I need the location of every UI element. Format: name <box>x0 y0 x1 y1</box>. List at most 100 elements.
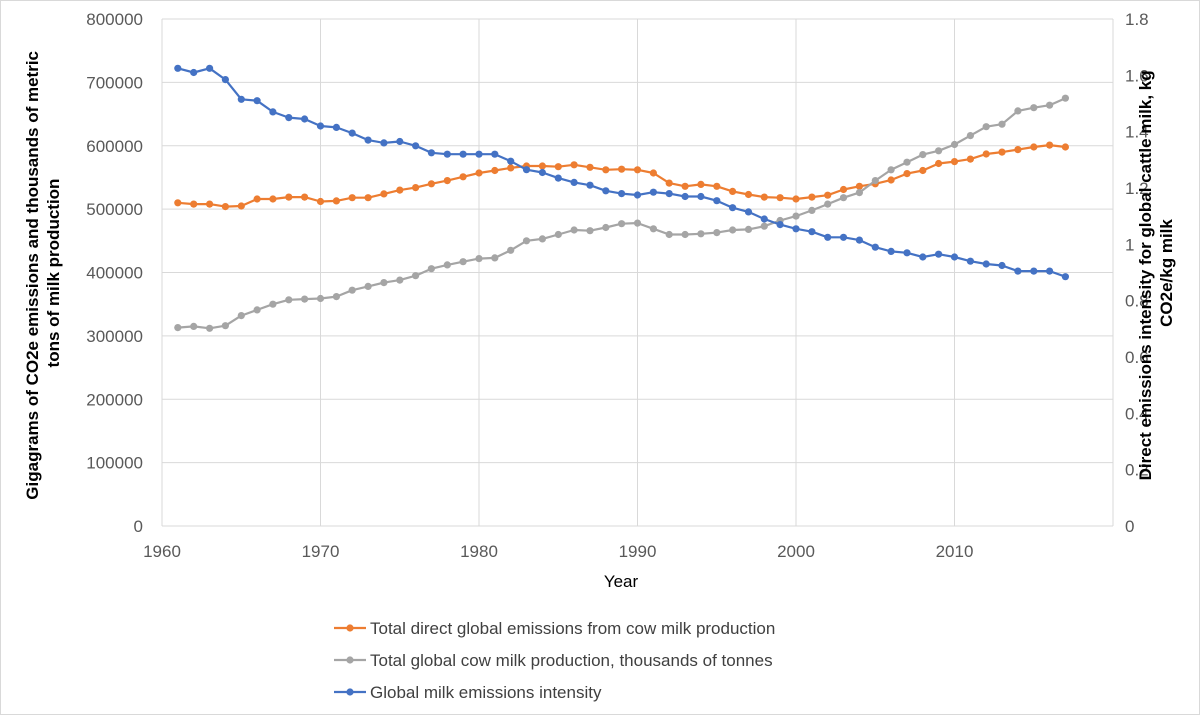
data-point <box>301 193 309 201</box>
data-point <box>190 322 198 330</box>
data-point <box>475 169 483 177</box>
data-point <box>443 150 451 158</box>
right-y-axis-title-line-2: CO2e/kg milk <box>1157 219 1176 327</box>
data-point <box>998 120 1006 128</box>
right-y-tick-label: 0.6 <box>1125 348 1149 367</box>
data-point <box>174 199 182 207</box>
data-point <box>729 226 737 234</box>
data-point <box>618 190 626 198</box>
data-point <box>935 147 943 155</box>
data-point <box>776 221 784 229</box>
data-point <box>412 142 420 150</box>
data-point <box>221 76 229 84</box>
data-point <box>1061 143 1069 151</box>
legend-label: Global milk emissions intensity <box>370 683 602 702</box>
right-y-tick-label: 1.2 <box>1125 179 1149 198</box>
data-point <box>316 197 325 206</box>
data-point <box>253 195 261 203</box>
data-point <box>301 295 309 303</box>
data-point <box>839 233 848 241</box>
data-point <box>649 169 658 177</box>
data-point <box>396 276 404 284</box>
data-point <box>554 163 562 171</box>
legend-label: Total direct global emissions from cow m… <box>370 619 775 638</box>
left-y-axis-title-line-2: tons of milk production <box>44 179 63 368</box>
data-point <box>316 294 325 303</box>
data-point <box>871 177 879 185</box>
data-point <box>760 222 768 230</box>
data-point <box>538 235 547 243</box>
legend-label: Total global cow milk production, thousa… <box>370 651 773 670</box>
data-point <box>649 225 658 233</box>
data-point <box>522 166 531 174</box>
left-y-tick-label: 800000 <box>86 10 143 29</box>
data-point <box>491 166 499 175</box>
left-y-tick-label: 100000 <box>86 454 143 473</box>
right-y-tick-label: 0 <box>1125 517 1134 536</box>
data-point <box>285 193 293 201</box>
data-point <box>491 150 499 158</box>
data-point <box>507 246 515 254</box>
data-point <box>237 202 245 210</box>
left-y-tick-label: 300000 <box>86 327 143 346</box>
data-point <box>760 193 768 201</box>
data-point <box>919 253 927 261</box>
data-point <box>982 260 990 268</box>
data-point <box>221 322 229 330</box>
data-point <box>855 189 864 197</box>
data-point <box>412 184 420 192</box>
data-point <box>903 249 911 257</box>
series-2 <box>174 94 1069 332</box>
data-point <box>348 286 356 294</box>
data-point <box>190 68 198 77</box>
x-tick-label: 1990 <box>619 542 657 561</box>
data-point <box>586 163 594 171</box>
data-point <box>792 212 800 220</box>
data-point <box>776 194 784 202</box>
data-point <box>348 194 356 202</box>
data-point <box>1014 146 1022 154</box>
data-point <box>950 253 959 261</box>
data-point <box>316 122 325 130</box>
data-point <box>618 220 626 228</box>
data-point <box>602 166 610 174</box>
data-point <box>982 123 990 131</box>
data-point <box>1046 101 1054 109</box>
data-point <box>602 187 610 195</box>
data-point <box>554 174 562 182</box>
legend-item: Global milk emissions intensity <box>334 683 602 702</box>
x-tick-label: 1960 <box>143 542 181 561</box>
data-point <box>570 161 578 169</box>
right-y-axis-ticks: 0 0.2 0.4 0.6 0.8 1 1.2 1.4 1.6 1.8 <box>1125 10 1149 536</box>
data-point <box>855 182 864 190</box>
legend-item: Total global cow milk production, thousa… <box>334 651 773 670</box>
data-point <box>744 208 753 216</box>
data-point <box>602 223 610 232</box>
series-line <box>177 144 1066 208</box>
data-point <box>396 137 404 146</box>
data-point <box>1030 143 1038 151</box>
series-3 <box>174 64 1069 281</box>
data-point <box>808 193 816 201</box>
data-point <box>697 230 705 238</box>
data-point <box>903 158 911 166</box>
data-point <box>269 108 277 116</box>
data-point <box>744 225 753 233</box>
data-point <box>269 300 277 308</box>
data-point <box>713 182 721 190</box>
data-point <box>760 215 768 223</box>
data-point <box>1046 141 1054 149</box>
series-1 <box>174 141 1069 211</box>
data-point <box>665 190 673 198</box>
left-y-tick-label: 200000 <box>86 390 143 409</box>
data-point <box>839 185 848 194</box>
data-point <box>903 170 911 178</box>
data-point <box>538 168 547 177</box>
left-y-tick-label: 700000 <box>86 73 143 92</box>
left-y-tick-label: 400000 <box>86 264 143 283</box>
data-point <box>285 114 293 122</box>
data-point <box>554 230 562 239</box>
data-point <box>364 136 372 144</box>
data-point <box>887 247 895 255</box>
data-point <box>237 95 245 103</box>
